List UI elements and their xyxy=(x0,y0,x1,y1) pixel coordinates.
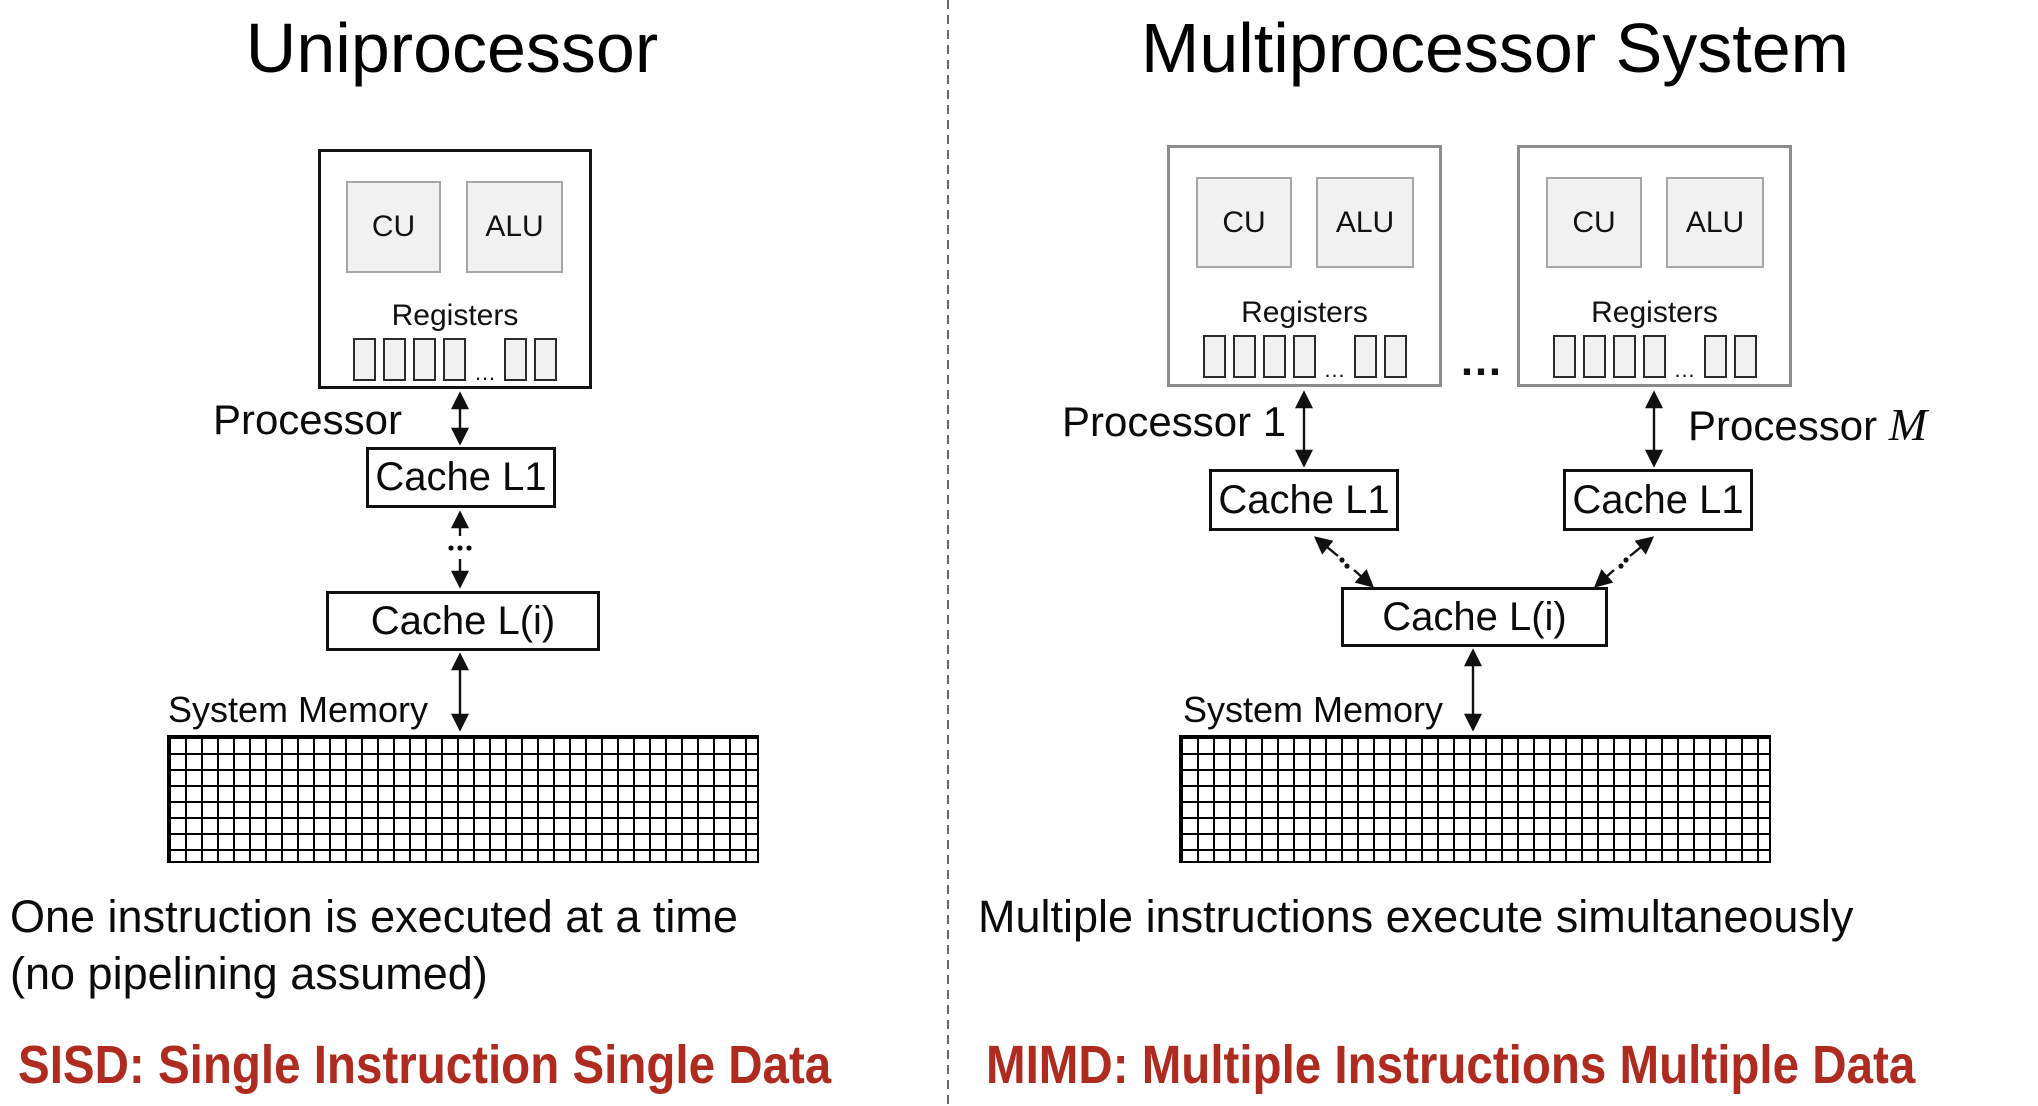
cache-l1-box-right-b: Cache L1 xyxy=(1563,469,1753,531)
right-note: Multiple instructions execute simultaneo… xyxy=(978,891,1854,942)
processorM-label-variable: M xyxy=(1888,399,1928,450)
register-ellipsis: … xyxy=(474,360,496,385)
diag-arrow-cacheL1b-upper xyxy=(1629,536,1655,557)
cache-level-ellipsis-dots-right-b xyxy=(1618,557,1629,569)
processorM-label: Processor M xyxy=(1688,398,1927,451)
register-cell xyxy=(1703,335,1727,378)
register-cell xyxy=(1612,335,1636,378)
alu-unit: ALU xyxy=(466,181,563,273)
register-row: … xyxy=(321,338,589,385)
diag-arrow-cacheL1a-upper xyxy=(1313,536,1339,557)
register-ellipsis: … xyxy=(1673,357,1696,382)
diag-arrow-cacheLi-lower-left xyxy=(1353,569,1375,588)
register-cell xyxy=(1552,335,1576,378)
system-memory-grid-right xyxy=(1179,735,1771,863)
register-row: … xyxy=(1520,335,1789,382)
alu-unit: ALU xyxy=(1316,177,1414,268)
alu-unit: ALU xyxy=(1666,177,1764,268)
cache-l1-box-left: Cache L1 xyxy=(366,447,556,508)
processorM-box: CU ALU Registers … xyxy=(1517,145,1792,387)
registers-label: Registers xyxy=(1241,296,1368,329)
processor1-box: CU ALU Registers … xyxy=(1167,145,1442,387)
diag-arrow-cacheLi-lower-right xyxy=(1593,569,1615,588)
left-note-line2: (no pipelining assumed) xyxy=(10,948,488,999)
processor-label-left: Processor xyxy=(212,396,402,443)
register-cell xyxy=(383,338,406,381)
register-cell xyxy=(1582,335,1606,378)
register-cell xyxy=(1642,335,1666,378)
register-cell xyxy=(1202,335,1226,378)
register-cell xyxy=(1292,335,1316,378)
cache-l1-box-right-a: Cache L1 xyxy=(1209,469,1399,531)
processors-ellipsis: … xyxy=(1459,336,1505,385)
cu-unit: CU xyxy=(346,181,441,273)
mimd-classification: MIMD: Multiple Instructions Multiple Dat… xyxy=(986,1035,1916,1095)
registers-label: Registers xyxy=(391,299,519,332)
registers-label: Registers xyxy=(1591,296,1718,329)
register-cell xyxy=(534,338,557,381)
cache-li-box-left: Cache L(i) xyxy=(326,591,600,651)
register-cell xyxy=(1353,335,1377,378)
left-title: Uniprocessor xyxy=(245,9,659,87)
register-cell xyxy=(1232,335,1256,378)
register-row: … xyxy=(1170,335,1439,382)
left-note-line1: One instruction is executed at a time xyxy=(10,891,738,942)
system-memory-label-left: System Memory xyxy=(168,689,429,730)
processor-box-left: CU ALU Registers … xyxy=(318,149,592,389)
system-memory-grid-left xyxy=(167,735,759,863)
register-cell xyxy=(1383,335,1407,378)
cache-level-ellipsis-dots-right-a xyxy=(1339,557,1350,569)
cu-unit: CU xyxy=(1196,177,1292,268)
register-ellipsis: … xyxy=(1323,357,1346,382)
register-cell xyxy=(413,338,436,381)
system-memory-label-right: System Memory xyxy=(1183,689,1444,730)
cache-li-box-right: Cache L(i) xyxy=(1341,587,1608,647)
right-title: Multiprocessor System xyxy=(1141,9,1849,87)
sisd-classification: SISD: Single Instruction Single Data xyxy=(18,1035,832,1095)
left-note: One instruction is executed at a time (n… xyxy=(10,888,738,1002)
cu-unit: CU xyxy=(1546,177,1642,268)
register-cell xyxy=(1262,335,1286,378)
processor1-label: Processor 1 xyxy=(1062,398,1287,445)
register-cell xyxy=(504,338,527,381)
register-cell xyxy=(1733,335,1757,378)
register-cell xyxy=(353,338,376,381)
cache-level-ellipsis-dots-left xyxy=(448,545,472,551)
register-cell xyxy=(443,338,466,381)
processorM-label-prefix: Processor xyxy=(1688,402,1889,449)
